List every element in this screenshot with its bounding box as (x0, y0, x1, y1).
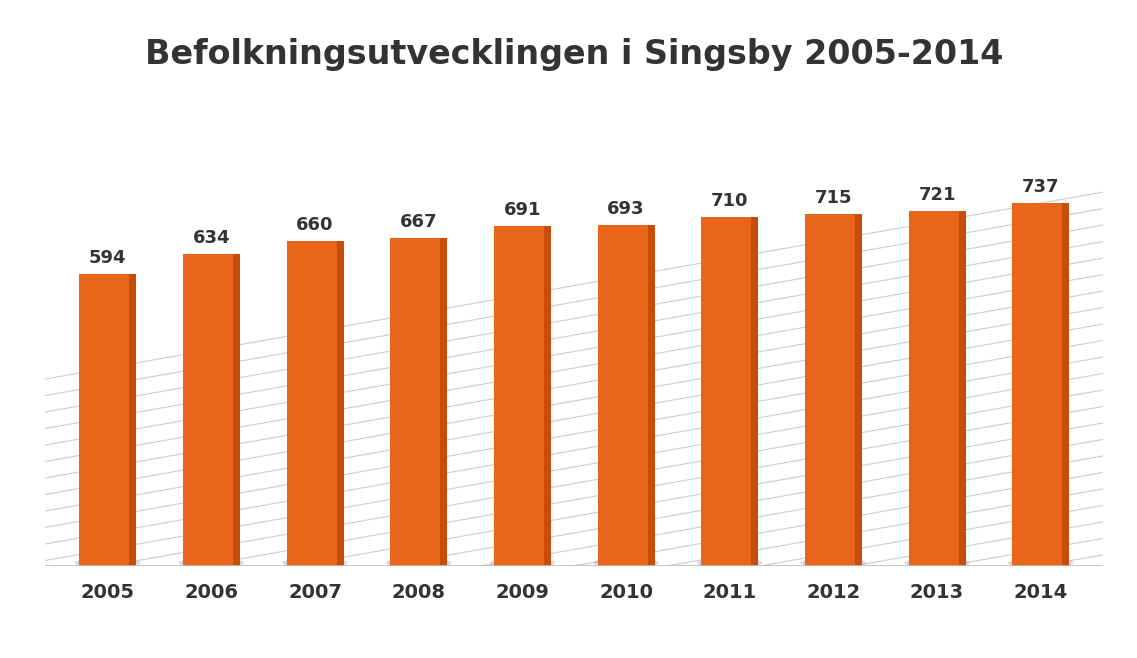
Bar (805, 215, 862, 566)
Text: 710: 710 (711, 191, 748, 210)
Text: 691: 691 (504, 201, 541, 219)
Bar (598, 225, 655, 566)
Bar (752, 216, 758, 566)
Bar (183, 254, 240, 566)
Ellipse shape (594, 558, 658, 568)
Ellipse shape (179, 558, 244, 568)
Bar (958, 211, 965, 566)
Text: 634: 634 (192, 229, 230, 247)
Ellipse shape (490, 558, 555, 568)
Bar (440, 238, 447, 566)
Ellipse shape (75, 558, 141, 568)
Ellipse shape (800, 558, 866, 568)
Bar (908, 211, 965, 566)
Bar (233, 254, 240, 566)
Text: 721: 721 (919, 186, 956, 204)
Bar (337, 241, 343, 566)
Bar (130, 274, 136, 566)
Text: 594: 594 (89, 249, 126, 266)
Bar (855, 215, 862, 566)
Bar (287, 241, 343, 566)
Text: 715: 715 (814, 190, 852, 207)
Bar (493, 226, 550, 566)
Ellipse shape (697, 558, 763, 568)
Ellipse shape (1007, 558, 1073, 568)
Ellipse shape (282, 558, 348, 568)
Bar (390, 238, 447, 566)
Text: 737: 737 (1022, 178, 1060, 197)
Bar (702, 216, 758, 566)
Text: 693: 693 (607, 200, 645, 218)
Bar (543, 226, 550, 566)
Text: 667: 667 (400, 213, 438, 231)
Text: 660: 660 (297, 216, 334, 234)
Bar (1012, 203, 1069, 566)
Bar (80, 274, 136, 566)
Ellipse shape (385, 558, 451, 568)
Bar (648, 225, 655, 566)
Bar (1062, 203, 1069, 566)
Ellipse shape (904, 558, 970, 568)
Title: Befolkningsutvecklingen i Singsby 2005-2014: Befolkningsutvecklingen i Singsby 2005-2… (146, 38, 1003, 71)
